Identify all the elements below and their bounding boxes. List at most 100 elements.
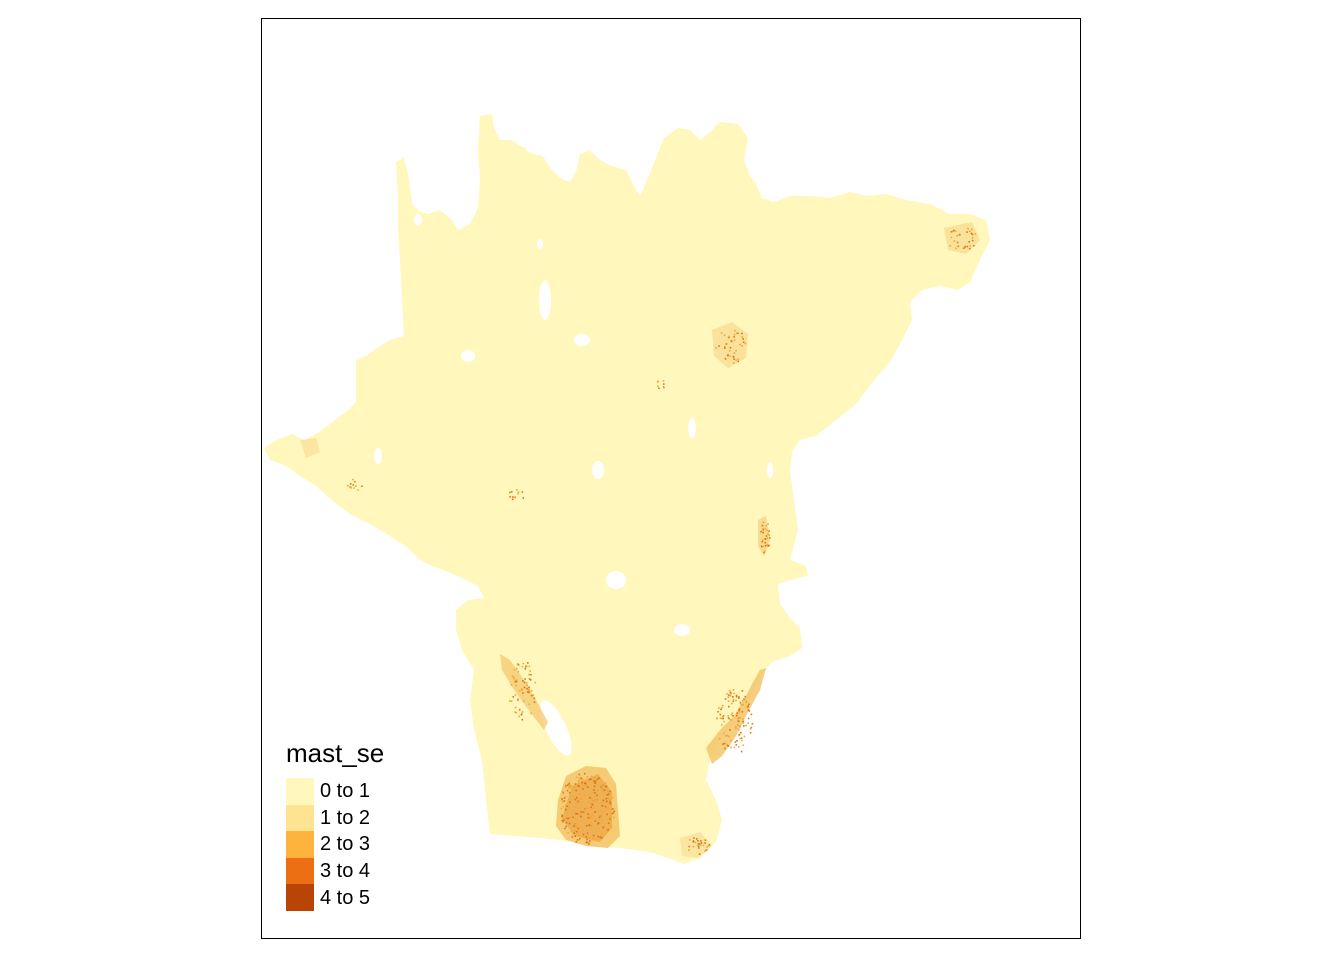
speckle-dot bbox=[575, 801, 578, 804]
speckle-dot bbox=[593, 785, 596, 788]
speckle-dot bbox=[607, 822, 610, 824]
speckle-dot bbox=[730, 714, 733, 716]
speckle-dot bbox=[609, 818, 611, 820]
speckle-dot bbox=[570, 821, 572, 824]
speckle-dot bbox=[956, 241, 959, 244]
speckle-dot bbox=[726, 734, 728, 737]
speckle-dot bbox=[511, 491, 513, 493]
speckle-dot bbox=[575, 776, 578, 779]
speckle-dot bbox=[517, 664, 520, 666]
speckle-dot bbox=[742, 338, 744, 340]
speckle-dot bbox=[515, 684, 517, 687]
speckle-dot bbox=[518, 708, 521, 711]
speckle-dot bbox=[733, 339, 736, 341]
legend-label: 3 to 4 bbox=[320, 860, 371, 883]
speckle-dot bbox=[586, 776, 589, 778]
speckle-dot bbox=[349, 483, 352, 485]
speckle-dot bbox=[564, 786, 567, 789]
speckle-dot bbox=[577, 827, 580, 830]
speckle-dot bbox=[586, 832, 589, 834]
speckle-dot bbox=[576, 824, 578, 827]
speckle-dot bbox=[585, 836, 587, 838]
speckle-dot bbox=[727, 336, 730, 339]
speckle-dot bbox=[517, 698, 519, 700]
speckle-dot bbox=[732, 696, 734, 698]
speckle-dot bbox=[575, 818, 577, 820]
speckle-dot bbox=[735, 744, 738, 746]
speckle-dot bbox=[607, 793, 610, 795]
legend-item: 3 to 4 bbox=[286, 857, 384, 885]
speckle-dot bbox=[561, 815, 563, 818]
speckle-dot bbox=[513, 668, 516, 671]
speckle-dot bbox=[745, 701, 748, 703]
speckle-dot bbox=[578, 773, 581, 776]
speckle-dot bbox=[967, 227, 969, 230]
speckle-dot bbox=[697, 844, 699, 846]
speckle-dot bbox=[593, 837, 595, 839]
speckle-dot bbox=[609, 799, 612, 801]
speckle-dot bbox=[568, 791, 571, 794]
speckle-dot bbox=[719, 717, 722, 719]
speckle-dot bbox=[594, 782, 596, 784]
speckle-dot bbox=[566, 805, 568, 807]
speckle-dot bbox=[737, 720, 740, 723]
speckle-dot bbox=[524, 668, 527, 670]
speckle-dot bbox=[609, 816, 612, 819]
speckle-dot bbox=[734, 329, 736, 332]
speckle-dot bbox=[530, 690, 533, 692]
speckle-dot bbox=[762, 531, 764, 534]
speckle-dot bbox=[594, 811, 596, 813]
speckle-dot bbox=[953, 240, 956, 242]
speckle-dot bbox=[574, 835, 576, 837]
speckle-dot bbox=[593, 805, 595, 807]
speckle-dot bbox=[731, 712, 734, 714]
speckle-dot bbox=[748, 703, 750, 706]
speckle-dot bbox=[971, 233, 974, 236]
speckle-dot bbox=[694, 841, 697, 844]
speckle-dot bbox=[588, 837, 590, 839]
speckle-dot bbox=[962, 247, 965, 249]
speckle-dot bbox=[571, 836, 574, 838]
speckle-dot bbox=[747, 709, 750, 711]
speckle-dot bbox=[601, 818, 604, 821]
speckle-dot bbox=[953, 229, 955, 232]
speckle-dot bbox=[600, 814, 602, 816]
speckle-dot bbox=[532, 694, 535, 696]
speckle-dot bbox=[579, 777, 582, 779]
speckle-dot bbox=[733, 746, 736, 749]
speckle-dot bbox=[579, 798, 582, 800]
speckle-dot bbox=[748, 710, 751, 712]
legend-swatch bbox=[286, 884, 314, 911]
speckle-dot bbox=[696, 838, 698, 840]
speckle-dot bbox=[723, 334, 726, 337]
speckle-dot bbox=[515, 711, 518, 714]
speckle-dot bbox=[578, 801, 581, 803]
speckle-dot bbox=[767, 533, 769, 535]
speckle-dot bbox=[735, 695, 738, 698]
speckle-dot bbox=[518, 715, 520, 718]
speckle-dot bbox=[601, 805, 603, 807]
speckle-dot bbox=[596, 794, 598, 797]
speckle-dot bbox=[720, 332, 723, 334]
speckle-dot bbox=[732, 715, 734, 717]
speckle-dot bbox=[725, 735, 727, 737]
speckle-dot bbox=[964, 245, 966, 248]
speckle-dot bbox=[741, 345, 743, 347]
speckle-dot bbox=[735, 727, 737, 730]
speckle-dot bbox=[577, 783, 579, 786]
speckle-dot bbox=[584, 782, 586, 784]
speckle-dot bbox=[732, 698, 735, 701]
speckle-dot bbox=[605, 786, 607, 788]
speckle-dot bbox=[959, 233, 961, 236]
speckle-dot bbox=[735, 349, 737, 352]
speckle-dot bbox=[727, 700, 730, 702]
speckle-dot bbox=[736, 712, 738, 714]
speckle-dot bbox=[563, 797, 566, 799]
speckle-dot bbox=[762, 529, 764, 532]
speckle-dot bbox=[528, 673, 530, 676]
speckle-dot bbox=[766, 529, 768, 532]
speckle-dot bbox=[597, 822, 599, 825]
speckle-dot bbox=[732, 356, 735, 358]
speckle-dot bbox=[743, 698, 745, 700]
speckle-dot bbox=[733, 692, 736, 695]
